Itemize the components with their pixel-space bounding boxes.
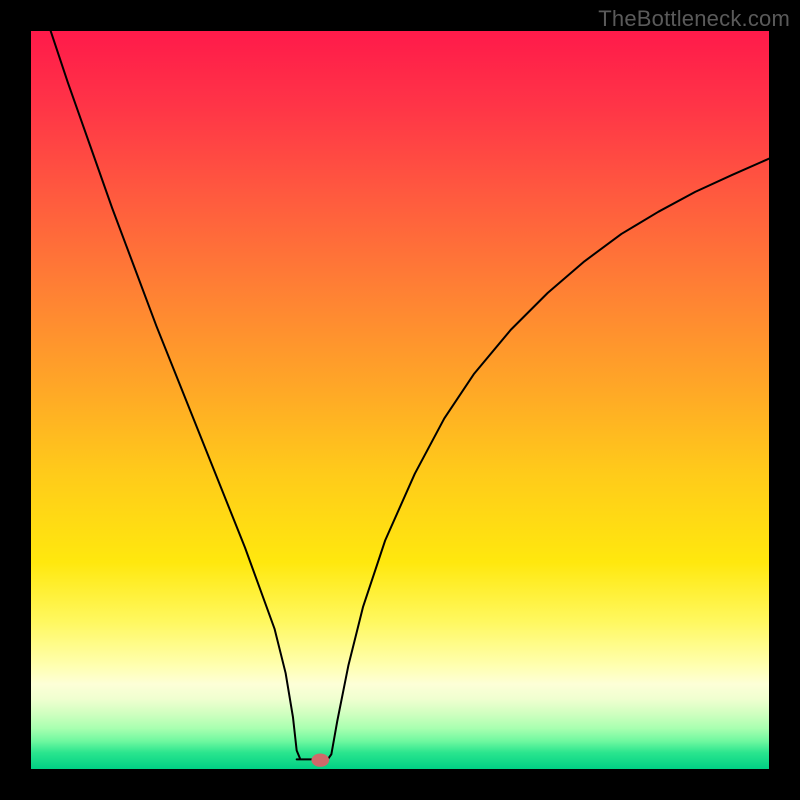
- chart-container: TheBottleneck.com: [0, 0, 800, 800]
- plot-background: [31, 31, 769, 769]
- watermark-text: TheBottleneck.com: [598, 6, 790, 32]
- bottleneck-chart: [0, 0, 800, 800]
- optimal-point-marker: [311, 754, 329, 767]
